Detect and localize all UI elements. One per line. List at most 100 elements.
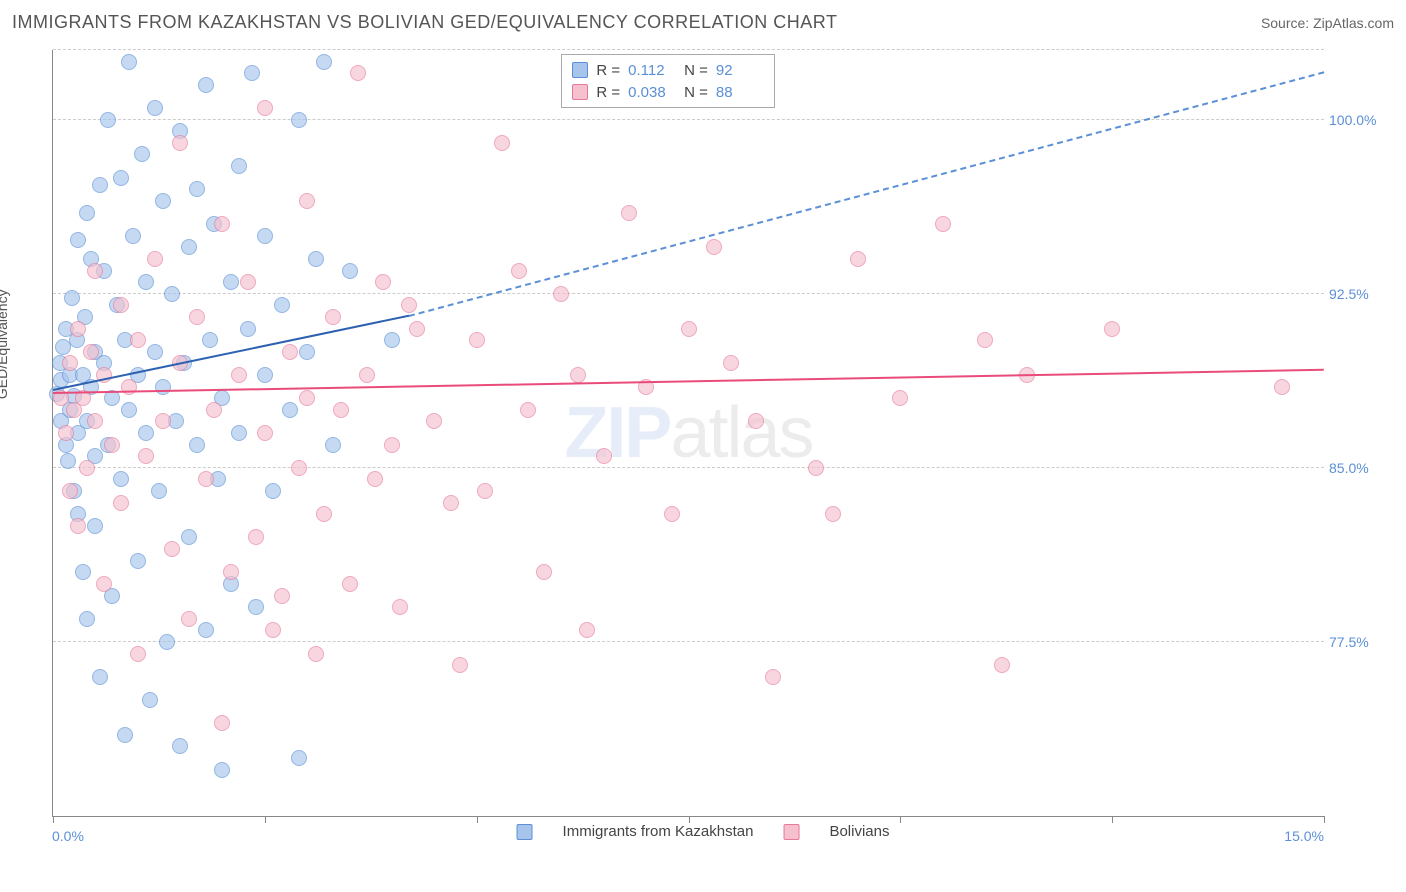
data-point-bolivians bbox=[164, 541, 180, 557]
data-point-bolivians bbox=[113, 297, 129, 313]
data-point-kazakhstan bbox=[113, 471, 129, 487]
data-point-bolivians bbox=[325, 309, 341, 325]
data-point-kazakhstan bbox=[147, 100, 163, 116]
data-point-kazakhstan bbox=[92, 177, 108, 193]
data-point-bolivians bbox=[147, 251, 163, 267]
data-point-kazakhstan bbox=[257, 228, 273, 244]
swatch-kazakhstan bbox=[572, 62, 588, 78]
data-point-bolivians bbox=[299, 193, 315, 209]
data-point-bolivians bbox=[392, 599, 408, 615]
data-point-bolivians bbox=[257, 425, 273, 441]
gridline-h bbox=[53, 467, 1324, 468]
data-point-kazakhstan bbox=[155, 193, 171, 209]
x-tick bbox=[1324, 816, 1325, 823]
data-point-bolivians bbox=[62, 355, 78, 371]
plot-region: ZIPatlas R = 0.112 N = 92 R = 0.038 N = … bbox=[52, 50, 1324, 817]
data-point-bolivians bbox=[342, 576, 358, 592]
data-point-bolivians bbox=[83, 344, 99, 360]
data-point-kazakhstan bbox=[138, 274, 154, 290]
data-point-kazakhstan bbox=[202, 332, 218, 348]
data-point-bolivians bbox=[181, 611, 197, 627]
data-point-bolivians bbox=[1274, 379, 1290, 395]
data-point-bolivians bbox=[58, 425, 74, 441]
watermark-zip: ZIP bbox=[564, 393, 670, 473]
data-point-kazakhstan bbox=[75, 564, 91, 580]
data-point-bolivians bbox=[130, 332, 146, 348]
swatch-bolivians bbox=[572, 84, 588, 100]
x-tick bbox=[900, 816, 901, 823]
data-point-bolivians bbox=[469, 332, 485, 348]
data-point-bolivians bbox=[138, 448, 154, 464]
swatch-bolivians bbox=[783, 824, 799, 840]
data-point-bolivians bbox=[892, 390, 908, 406]
data-point-kazakhstan bbox=[100, 112, 116, 128]
data-point-bolivians bbox=[359, 367, 375, 383]
x-axis-min-label: 0.0% bbox=[52, 828, 84, 844]
data-point-kazakhstan bbox=[70, 232, 86, 248]
data-point-bolivians bbox=[231, 367, 247, 383]
data-point-kazakhstan bbox=[214, 762, 230, 778]
x-tick bbox=[265, 816, 266, 823]
y-tick-label: 85.0% bbox=[1329, 460, 1389, 476]
data-point-kazakhstan bbox=[172, 738, 188, 754]
data-point-bolivians bbox=[511, 263, 527, 279]
data-point-kazakhstan bbox=[240, 321, 256, 337]
data-point-bolivians bbox=[850, 251, 866, 267]
legend-row-kazakhstan: R = 0.112 N = 92 bbox=[572, 59, 764, 81]
source-name: ZipAtlas.com bbox=[1313, 15, 1394, 31]
data-point-bolivians bbox=[172, 135, 188, 151]
data-point-kazakhstan bbox=[147, 344, 163, 360]
data-point-kazakhstan bbox=[138, 425, 154, 441]
data-point-bolivians bbox=[765, 669, 781, 685]
data-point-bolivians bbox=[664, 506, 680, 522]
data-point-bolivians bbox=[214, 216, 230, 232]
data-point-kazakhstan bbox=[181, 239, 197, 255]
header: IMMIGRANTS FROM KAZAKHSTAN VS BOLIVIAN G… bbox=[12, 12, 1394, 40]
data-point-kazakhstan bbox=[248, 599, 264, 615]
data-point-bolivians bbox=[536, 564, 552, 580]
gridline-h bbox=[53, 119, 1324, 120]
data-point-bolivians bbox=[291, 460, 307, 476]
x-tick bbox=[689, 816, 690, 823]
data-point-bolivians bbox=[1104, 321, 1120, 337]
data-point-bolivians bbox=[977, 332, 993, 348]
data-point-kazakhstan bbox=[155, 379, 171, 395]
data-point-kazakhstan bbox=[316, 54, 332, 70]
r-label: R = bbox=[596, 62, 620, 79]
data-point-kazakhstan bbox=[244, 65, 260, 81]
data-point-bolivians bbox=[70, 518, 86, 534]
data-point-bolivians bbox=[299, 390, 315, 406]
n-value-bolivians: 88 bbox=[716, 84, 764, 101]
data-point-bolivians bbox=[206, 402, 222, 418]
data-point-kazakhstan bbox=[291, 750, 307, 766]
data-point-kazakhstan bbox=[151, 483, 167, 499]
x-tick bbox=[1112, 816, 1113, 823]
data-point-kazakhstan bbox=[274, 297, 290, 313]
series-legend: Immigrants from Kazakhstan Bolivians bbox=[517, 823, 890, 840]
data-point-bolivians bbox=[808, 460, 824, 476]
r-value-bolivians: 0.038 bbox=[628, 84, 676, 101]
data-point-bolivians bbox=[494, 135, 510, 151]
data-point-bolivians bbox=[367, 471, 383, 487]
data-point-kazakhstan bbox=[384, 332, 400, 348]
data-point-bolivians bbox=[723, 355, 739, 371]
data-point-bolivians bbox=[274, 588, 290, 604]
data-point-bolivians bbox=[570, 367, 586, 383]
correlation-legend: R = 0.112 N = 92 R = 0.038 N = 88 bbox=[561, 54, 775, 108]
data-point-kazakhstan bbox=[164, 286, 180, 302]
x-tick bbox=[477, 816, 478, 823]
data-point-bolivians bbox=[223, 564, 239, 580]
data-point-kazakhstan bbox=[325, 437, 341, 453]
source-credit: Source: ZipAtlas.com bbox=[1261, 15, 1394, 31]
data-point-kazakhstan bbox=[117, 727, 133, 743]
chart-area: GED/Equivalency ZIPatlas R = 0.112 N = 9… bbox=[12, 50, 1394, 842]
data-point-kazakhstan bbox=[121, 54, 137, 70]
data-point-bolivians bbox=[240, 274, 256, 290]
data-point-kazakhstan bbox=[198, 77, 214, 93]
data-point-bolivians bbox=[308, 646, 324, 662]
n-label: N = bbox=[684, 62, 708, 79]
data-point-bolivians bbox=[443, 495, 459, 511]
data-point-kazakhstan bbox=[189, 181, 205, 197]
n-label: N = bbox=[684, 84, 708, 101]
data-point-bolivians bbox=[426, 413, 442, 429]
